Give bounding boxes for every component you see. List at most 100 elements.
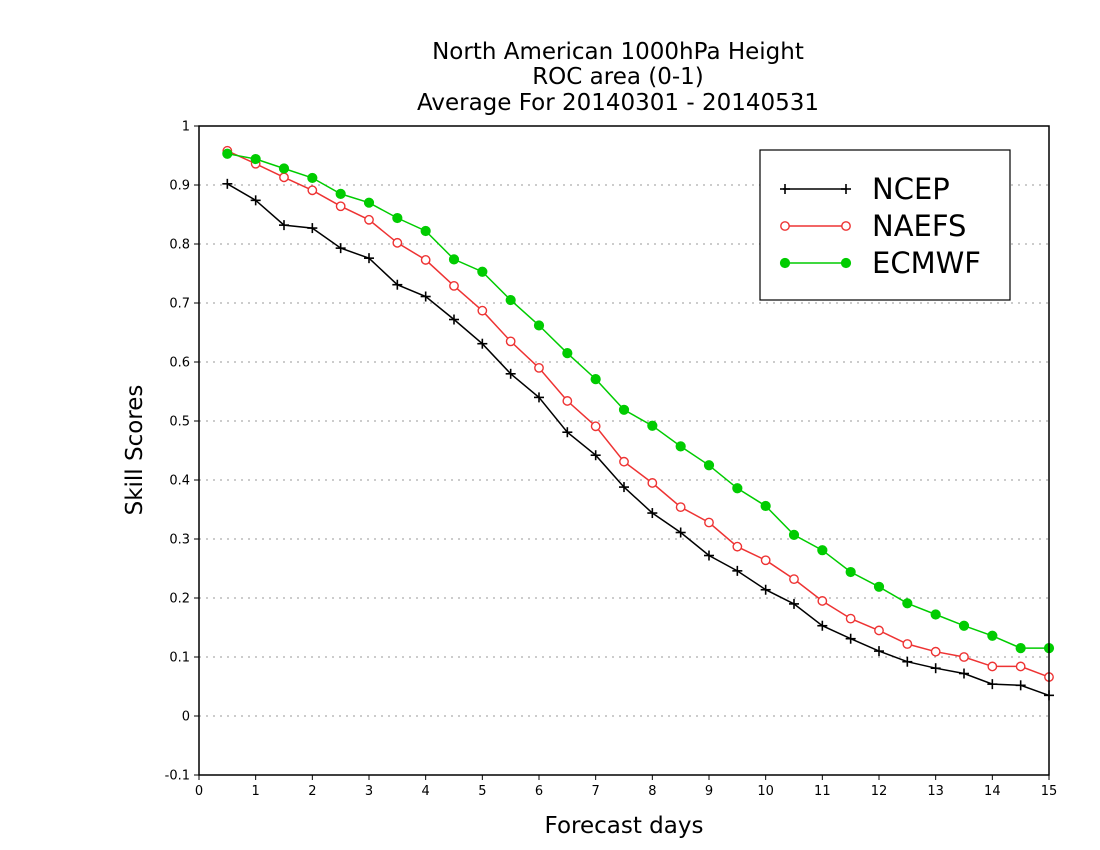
y-tick-label: 0 [182,710,190,725]
data-point-naefs [732,541,743,552]
legend-marker-ncep [841,184,851,194]
legend-label-ecmwf: ECMWF [872,246,981,280]
series-lines [222,145,1055,701]
y-tick-label: 0.5 [169,415,190,430]
data-point-ecmwf [562,348,573,359]
data-point-naefs [279,172,289,183]
y-tick-label: 0.8 [169,238,190,253]
data-point-ncep [505,368,516,379]
chart-title-line-3: Average For 20140301 - 20140531 [417,90,819,116]
data-point-naefs [307,185,318,196]
data-point-ncep [279,220,289,231]
data-point-ecmwf [987,630,998,641]
data-point-naefs [562,396,573,406]
x-tick-label: 13 [927,784,944,799]
data-point-ncep [392,279,403,290]
y-tick-label: 0.2 [169,592,190,607]
data-point-ecmwf [1015,643,1026,654]
data-point-naefs [477,305,488,316]
data-point-ncep [534,392,544,403]
legend-marker-ncep [780,184,790,194]
data-point-naefs [760,555,771,566]
x-tick-label: 6 [535,784,543,799]
data-point-ecmwf [788,529,800,540]
data-point-naefs [1015,661,1026,672]
data-point-ecmwf [760,500,771,512]
data-point-ecmwf [958,620,970,631]
legend-label-naefs: NAEFS [872,209,966,243]
y-tick-label: 0.4 [169,474,190,489]
legend-marker-naefs [841,221,851,231]
data-point-naefs [392,237,403,248]
chart-title-line-1: North American 1000hPa Height [432,39,804,65]
data-point-naefs [987,661,998,672]
data-point-ncep [420,291,431,302]
data-point-ecmwf [392,212,403,224]
x-tick-label: 2 [308,784,316,799]
data-point-ecmwf [590,374,601,385]
data-point-ecmwf [675,441,686,452]
y-axis-label: Skill Scores [122,385,148,516]
data-point-ncep [250,195,261,206]
legend-marker-naefs [780,221,790,231]
data-point-naefs [534,362,544,373]
data-point-ncep [364,253,374,264]
data-point-naefs [817,596,828,606]
data-point-ecmwf [222,148,233,159]
data-point-ecmwf [420,225,431,237]
y-tick-label: 1 [182,120,190,135]
data-point-naefs [590,421,601,432]
data-point-ncep [477,338,488,349]
x-tick-label: 1 [252,784,260,799]
x-tick-label: 3 [365,784,373,799]
legend-box [759,149,1011,301]
data-point-ecmwf [307,172,318,184]
data-point-naefs [789,574,799,585]
data-point-ncep [959,668,969,679]
y-tick-label: 0.3 [169,533,190,548]
data-point-ncep [1015,680,1026,691]
data-point-ncep [449,314,459,325]
series-ecmwf [222,148,1055,654]
data-point-ecmwf [732,483,743,494]
data-point-ecmwf [505,294,516,306]
data-point-ncep [817,620,828,631]
x-tick-label: 8 [648,784,656,799]
data-point-ncep [987,679,998,690]
y-tick-label: -0.1 [165,769,190,784]
legend-marker-ecmwf [779,257,791,269]
data-point-naefs [420,255,431,265]
x-tick-label: 12 [871,784,888,799]
data-point-naefs [930,646,941,657]
data-point-ncep [902,656,913,667]
legend-item-ncep: NCEP [780,172,950,206]
y-tick-label: 0.9 [169,179,190,194]
data-point-ncep [704,550,714,561]
data-point-ncep [647,508,658,519]
x-tick-label: 0 [195,784,203,799]
data-point-ecmwf [873,581,885,592]
data-point-ecmwf [477,266,488,277]
data-point-ncep [335,243,346,254]
legend-marker-ecmwf [840,257,852,269]
data-point-ecmwf [363,197,375,208]
y-tick-label: 0.1 [169,651,190,666]
data-point-naefs [449,280,459,291]
data-point-naefs [505,336,516,347]
series-ncep [222,178,1054,701]
data-point-naefs [335,201,346,212]
data-point-ncep [930,663,941,674]
data-point-ncep [307,223,318,234]
data-point-ecmwf [902,598,913,609]
data-point-naefs [959,652,969,662]
x-tick-label: 7 [592,784,600,799]
x-axis: 0 1 2 3 4 5 6 7 8 9 10 11 12 13 14 15 [195,775,1057,799]
x-tick-label: 4 [422,784,430,799]
chart-title: North American 1000hPa Height ROC area (… [417,39,819,116]
data-point-ecmwf [703,460,715,471]
data-point-ecmwf [335,188,346,199]
legend-label-ncep: NCEP [872,172,950,206]
data-point-ncep [760,584,771,595]
